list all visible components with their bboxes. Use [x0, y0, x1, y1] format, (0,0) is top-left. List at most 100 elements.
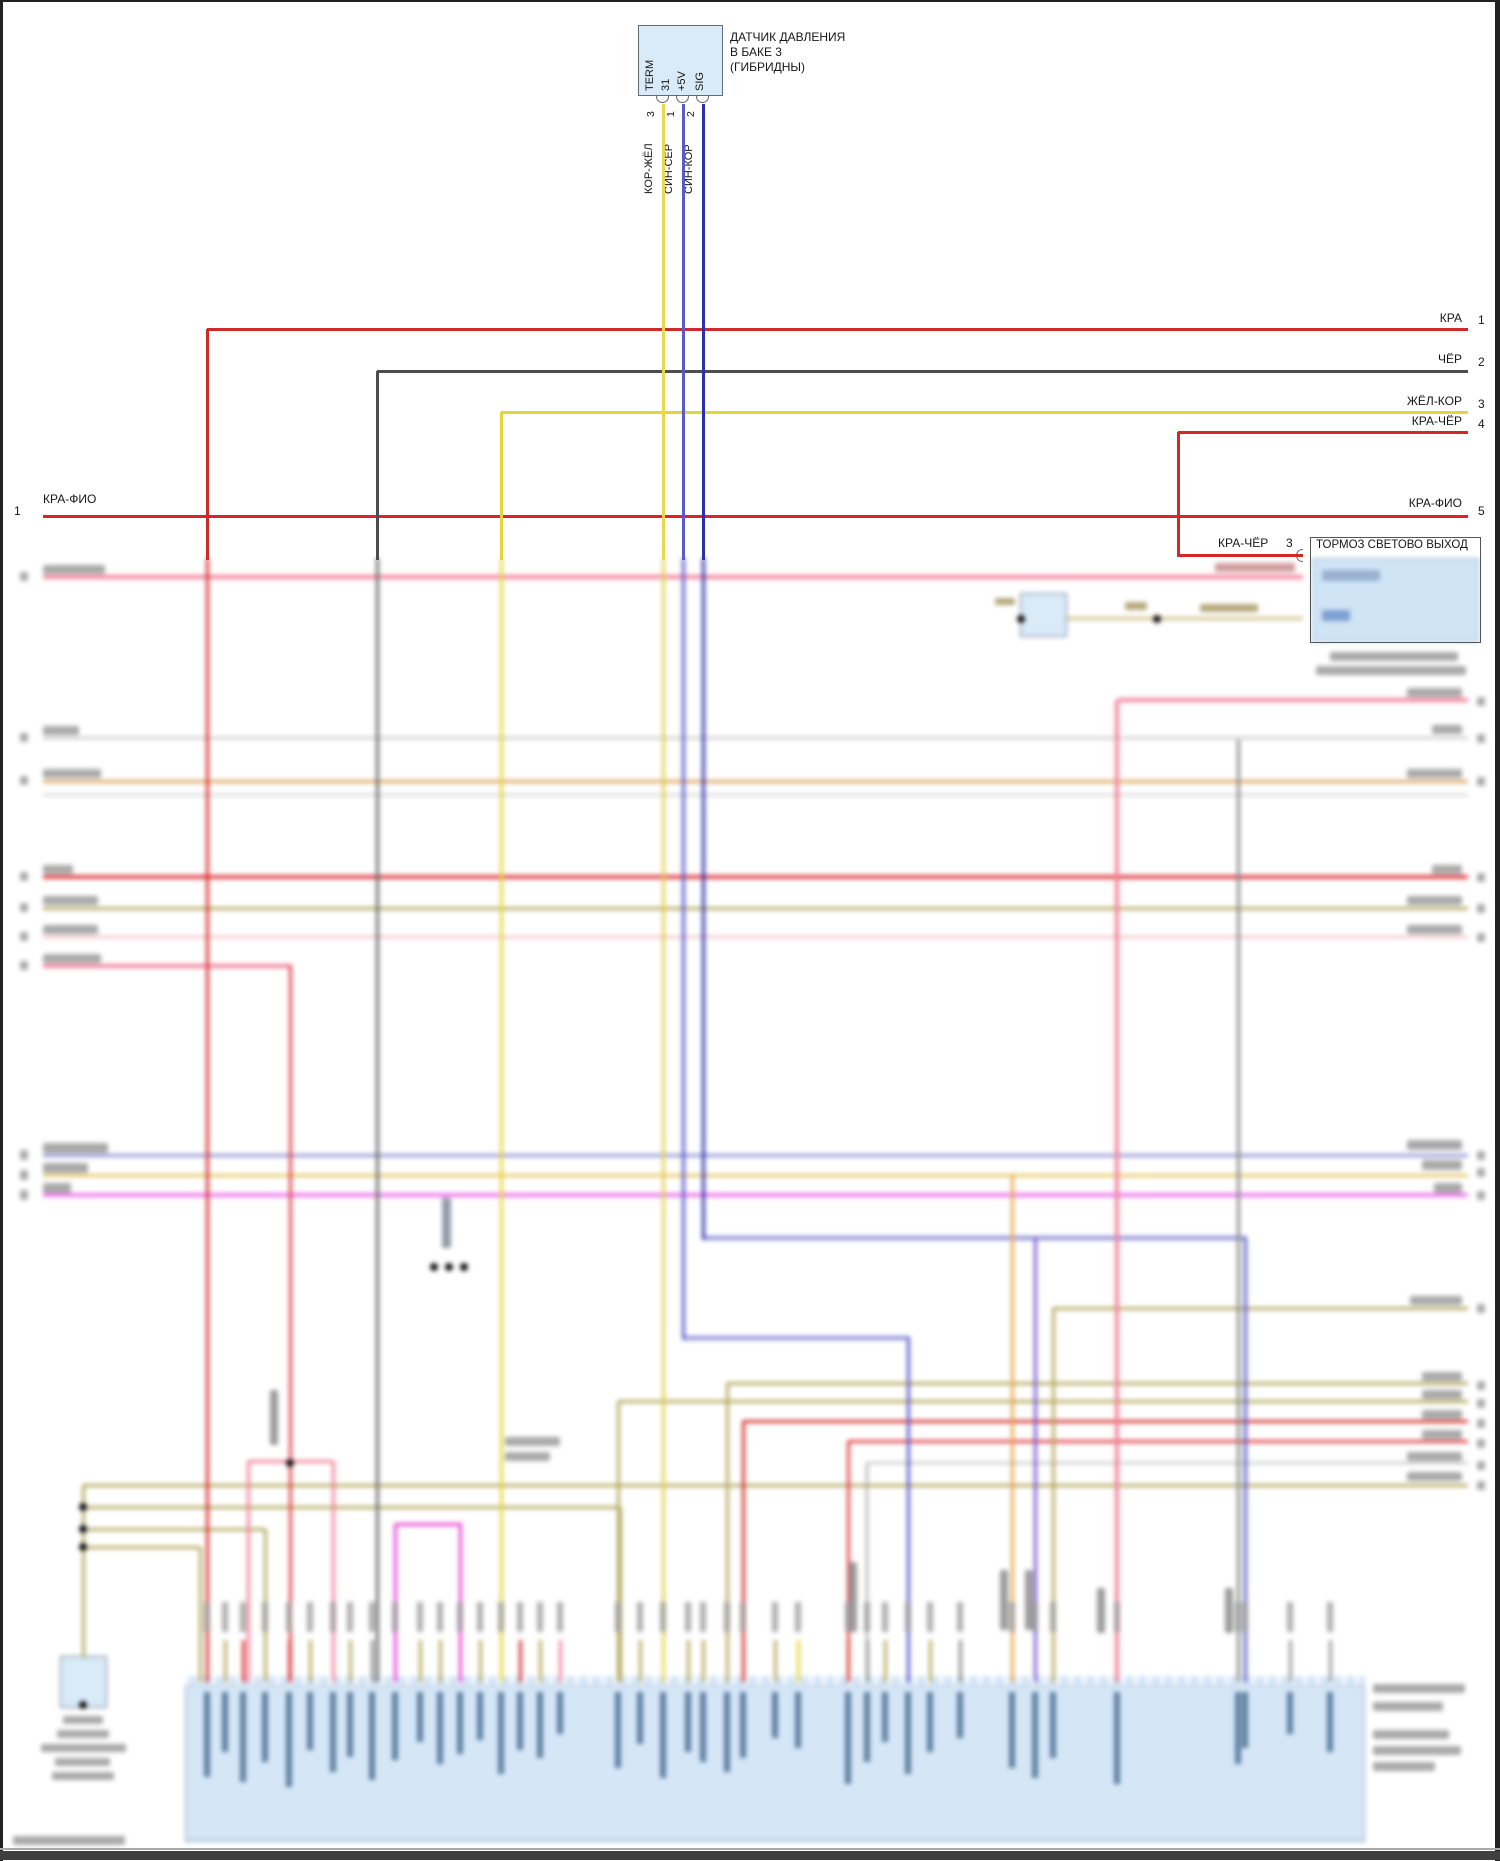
- kra-fio-right-label: КРА-ФИО: [1408, 496, 1462, 510]
- wire-horizontal: [727, 1381, 1468, 1385]
- connector-pin-label: [1242, 1692, 1248, 1748]
- illegible-label: [1407, 1452, 1462, 1461]
- splice-dot: [79, 1503, 87, 1511]
- wire-horizontal: [743, 1419, 1468, 1423]
- wire-stub: [928, 1640, 932, 1682]
- wire-stub: [741, 1640, 745, 1682]
- wire-vertical: [741, 1421, 745, 1682]
- wire-vertical: [1176, 432, 1180, 557]
- connector-pin-label: [262, 1692, 268, 1762]
- connector-pin-label: [1114, 1692, 1120, 1784]
- pin-number-label: [262, 1602, 268, 1632]
- illegible-label: [43, 865, 73, 874]
- pin-number-label: [517, 1602, 523, 1632]
- illegible-label: [1434, 1183, 1462, 1193]
- illegible-label: [43, 925, 98, 934]
- wire-stub: [846, 1640, 850, 1682]
- illegible-label: [1407, 896, 1462, 905]
- wire-horizontal: [43, 964, 292, 968]
- connector-pin-label: [1235, 1692, 1241, 1764]
- connector-pin-label: [685, 1692, 691, 1752]
- illegible-label: [1316, 666, 1466, 675]
- sensor-pin-sig: SIG: [694, 72, 706, 91]
- wire-vertical: [205, 558, 209, 1682]
- wire-stub: [865, 1640, 869, 1682]
- pin-number-label: [330, 1602, 336, 1632]
- wire-stub: [1243, 1640, 1247, 1682]
- illegible-label: [270, 1390, 278, 1445]
- illegible-label: [20, 1170, 28, 1180]
- illegible-label: [849, 1562, 857, 1632]
- wire-horizontal: [43, 737, 1468, 739]
- illegible-label: [1477, 777, 1485, 786]
- illegible-label: [20, 932, 28, 941]
- wire-vertical: [1243, 1238, 1247, 1682]
- wire-vertical: [681, 558, 685, 1340]
- illegible-label: [20, 903, 28, 912]
- wire-vertical: [288, 966, 292, 1682]
- pin-number-label: [882, 1602, 888, 1632]
- illegible-label: [1477, 1461, 1485, 1470]
- wire-number: 1: [1478, 313, 1485, 327]
- wire-vertical: [81, 1485, 85, 1658]
- connector-pin-label: [204, 1692, 210, 1777]
- sensor-wire-pin-number: 1: [665, 111, 677, 117]
- connector-pin-label: [864, 1692, 870, 1762]
- illegible-label: [43, 565, 105, 574]
- splice-dot: [460, 1263, 468, 1271]
- pin-number-label: [557, 1602, 563, 1632]
- wire-horizontal: [867, 1462, 1468, 1464]
- wire-horizontal: [43, 875, 1468, 879]
- illegible-label: [43, 1183, 71, 1193]
- illegible-label: [13, 1836, 125, 1845]
- brake-light-output-box: [1310, 537, 1481, 643]
- illegible-label: [1407, 688, 1462, 697]
- pin-number-label: [957, 1602, 963, 1632]
- wire-stub: [616, 1640, 620, 1682]
- wire-label-kra-chyor: КРА-ЧЁР: [1411, 414, 1462, 428]
- sensor-wire-label-kor-zhel: КОР-ЖЁЛ: [643, 143, 655, 194]
- illegible-label: [43, 726, 79, 735]
- pin-number-label: [477, 1602, 483, 1632]
- wire-number: 2: [1478, 355, 1485, 369]
- illegible-label: [1477, 1481, 1485, 1490]
- sensor-wire-pin-number: 3: [645, 111, 657, 117]
- illegible-label: [1125, 602, 1147, 610]
- pin-number-label: [240, 1602, 246, 1632]
- wire-stub: [1236, 1640, 1240, 1682]
- illegible-label: [20, 961, 28, 970]
- wire-stub: [308, 1640, 312, 1682]
- pin-number-label: [222, 1602, 228, 1632]
- wire-label-chyor: ЧЁР: [1437, 352, 1462, 366]
- pin-number-label: [864, 1602, 870, 1632]
- pin-number-label: [685, 1602, 691, 1632]
- pin-number-label: [845, 1602, 851, 1632]
- connector-pin-label: [740, 1692, 746, 1758]
- wire-horizontal: [83, 1527, 265, 1531]
- wire-vertical: [661, 558, 665, 1682]
- connector-pin-label: [845, 1692, 851, 1784]
- wire-horizontal: [83, 1483, 1468, 1487]
- connector-pin-label: [1032, 1692, 1038, 1778]
- connector-pin-label: [437, 1692, 443, 1764]
- wire-vertical: [1115, 700, 1119, 1682]
- wire-vertical: [205, 329, 209, 560]
- wire-stub: [458, 1640, 462, 1682]
- kra-fio-left-number: 1: [14, 504, 21, 518]
- sensor-pin-31: 31: [660, 78, 672, 91]
- connector-pin-label: [724, 1692, 730, 1772]
- wire-horizontal: [1053, 1306, 1468, 1310]
- wire-vertical: [331, 1461, 335, 1682]
- component-box: [60, 1656, 107, 1708]
- pin-number-label: [369, 1602, 375, 1632]
- wire-vertical: [616, 1401, 620, 1682]
- illegible-label: [505, 1437, 560, 1446]
- wire-vertical: [618, 1507, 622, 1682]
- wire-stub: [1010, 1640, 1014, 1682]
- illegible-label: [1422, 1372, 1462, 1381]
- wire-horizontal: [83, 1545, 200, 1549]
- page-border: [0, 0, 1500, 2]
- pin-number-label: [772, 1602, 778, 1632]
- wire-stub: [1033, 1640, 1037, 1682]
